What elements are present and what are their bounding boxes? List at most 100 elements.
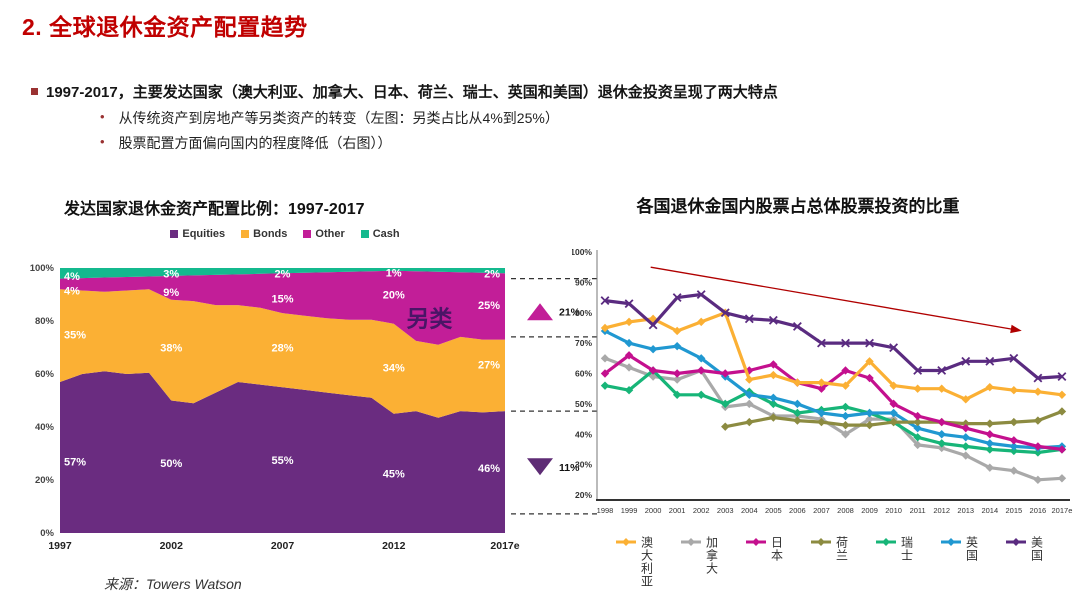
svg-text:2004: 2004: [741, 506, 758, 515]
sub-bullet-1-text: 从传统资产到房地产等另类资产的转变（左图：另类占比从4%到25%）: [118, 110, 559, 126]
svg-text:80%: 80%: [35, 316, 55, 327]
svg-text:1999: 1999: [621, 506, 638, 515]
right-axes: [596, 250, 1070, 501]
sub-bullet-2: • 股票配置方面偏向国内的程度降低（右图））: [100, 133, 392, 153]
source-label: 来源：: [104, 576, 146, 592]
page-title: 2. 全球退休金资产配置趋势: [22, 14, 308, 40]
legend-item-bonds: Bonds: [241, 228, 287, 240]
legend-item-canada: 加拿大: [680, 536, 719, 575]
left-x-axis-labels: 1997 2002 2007 2012 2017e: [48, 540, 519, 552]
legend-label: 英国: [964, 536, 979, 562]
legend-label: 瑞士: [899, 536, 914, 562]
svg-text:2003: 2003: [717, 506, 734, 515]
svg-text:55%: 55%: [271, 455, 293, 467]
right-line-chart: 20% 30% 40% 50% 60% 70% 80% 90% 100% 1998 1999 2000…: [572, 247, 1073, 515]
svg-text:2%: 2%: [275, 268, 291, 280]
svg-text:80%: 80%: [575, 308, 592, 318]
svg-text:40%: 40%: [35, 422, 55, 433]
svg-text:2002: 2002: [693, 506, 710, 515]
area-bonds: [60, 289, 505, 418]
left-chart-legend: Equities Bonds Other Cash: [110, 228, 460, 240]
svg-text:20%: 20%: [575, 490, 592, 500]
bullet-dot-icon: •: [100, 134, 105, 149]
legend-item-australia: 澳大利亚: [615, 536, 654, 588]
left-annotations: 21% 11% 另类: [406, 303, 581, 476]
legend-label: 澳大利亚: [639, 536, 654, 588]
svg-text:3%: 3%: [163, 268, 179, 280]
svg-text:27%: 27%: [478, 360, 500, 372]
svg-text:2008: 2008: [837, 506, 854, 515]
svg-text:90%: 90%: [575, 277, 592, 287]
right-y-axis-labels: 20% 30% 40% 50% 60% 70% 80% 90% 100%: [572, 247, 592, 500]
legend-item-us: 美国: [1005, 536, 1044, 562]
svg-text:1997: 1997: [48, 540, 72, 552]
svg-text:70%: 70%: [575, 338, 592, 348]
svg-text:2007: 2007: [813, 506, 830, 515]
downward-trend-arrow: [650, 266, 1022, 334]
legend-label: Bonds: [253, 228, 288, 240]
legend-swatch-cash: [360, 230, 369, 238]
svg-text:57%: 57%: [64, 456, 86, 468]
legend-swatch-bonds: [241, 230, 250, 238]
legend-marker-netherlands: [810, 538, 831, 546]
svg-text:2017e: 2017e: [1052, 506, 1073, 515]
svg-text:0%: 0%: [40, 528, 54, 539]
svg-text:45%: 45%: [383, 468, 405, 480]
legend-marker-canada: [680, 538, 701, 546]
right-chart-legend: 澳大利亚 加拿大 日本 荷兰 瑞士 英国 美国: [585, 536, 1073, 588]
area-equities: [60, 371, 505, 533]
legend-marker-switzerland: [875, 538, 896, 546]
legend-item-other: Other: [303, 228, 345, 240]
svg-text:2014: 2014: [981, 506, 998, 515]
reference-dashed-lines: [511, 278, 601, 515]
svg-text:38%: 38%: [160, 343, 182, 355]
legend-item-japan: 日本: [745, 536, 784, 562]
sub-bullet-2-text: 股票配置方面偏向国内的程度降低（右图））: [118, 135, 392, 151]
svg-text:2009: 2009: [861, 506, 878, 515]
sub-bullet-1: • 从传统资产到房地产等另类资产的转变（左图：另类占比从4%到25%）: [100, 108, 559, 128]
svg-text:50%: 50%: [160, 458, 182, 470]
svg-text:4%: 4%: [64, 271, 80, 283]
svg-text:2007: 2007: [271, 540, 295, 552]
legend-label: Cash: [372, 228, 400, 240]
svg-text:2006: 2006: [789, 506, 806, 515]
svg-text:2000: 2000: [645, 506, 662, 515]
svg-text:2012: 2012: [933, 506, 950, 515]
main-bullet-text: 1997-2017，主要发达国家（澳大利亚、加拿大、日本、荷兰、瑞士、英国和美国…: [46, 84, 778, 101]
svg-text:15%: 15%: [271, 293, 293, 305]
svg-text:1%: 1%: [386, 268, 402, 280]
svg-text:2011: 2011: [910, 506, 926, 515]
legend-label: 美国: [1029, 536, 1044, 562]
left-y-axis-labels: 0% 20% 40% 60% 80% 100%: [30, 263, 55, 539]
right-chart-title: 各国退休金国内股票占总体股票投资的比重: [636, 197, 960, 216]
svg-text:25%: 25%: [478, 300, 500, 312]
svg-text:4%: 4%: [64, 286, 80, 298]
legend-marker-uk: [940, 538, 961, 546]
other-assets-note: 另类: [406, 305, 452, 331]
svg-text:2010: 2010: [885, 506, 902, 515]
svg-text:35%: 35%: [64, 329, 86, 341]
legend-label: Other: [315, 228, 345, 240]
legend-label: 荷兰: [834, 536, 849, 562]
down-triangle-label: 11%: [559, 462, 580, 474]
legend-item-uk: 英国: [940, 536, 979, 562]
legend-marker-us: [1005, 538, 1026, 546]
legend-label: 日本: [769, 536, 784, 562]
source-value: Towers Watson: [146, 576, 242, 592]
svg-text:50%: 50%: [575, 399, 592, 409]
area-cash: [60, 268, 505, 279]
legend-label: Equities: [182, 228, 226, 240]
svg-text:20%: 20%: [383, 290, 405, 302]
down-triangle-icon: [527, 458, 553, 476]
source-note: 来源：Towers Watson: [104, 574, 242, 594]
svg-text:40%: 40%: [575, 429, 592, 439]
svg-text:100%: 100%: [30, 263, 55, 274]
up-triangle-label: 21%: [559, 307, 581, 319]
svg-text:9%: 9%: [163, 287, 179, 299]
legend-item-switzerland: 瑞士: [875, 536, 914, 562]
svg-text:2016: 2016: [1030, 506, 1047, 515]
svg-text:2002: 2002: [160, 540, 184, 552]
up-triangle-icon: [527, 303, 553, 321]
legend-marker-japan: [745, 538, 766, 546]
